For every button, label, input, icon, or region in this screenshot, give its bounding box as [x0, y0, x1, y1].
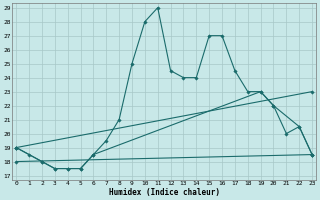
X-axis label: Humidex (Indice chaleur): Humidex (Indice chaleur) — [109, 188, 220, 197]
